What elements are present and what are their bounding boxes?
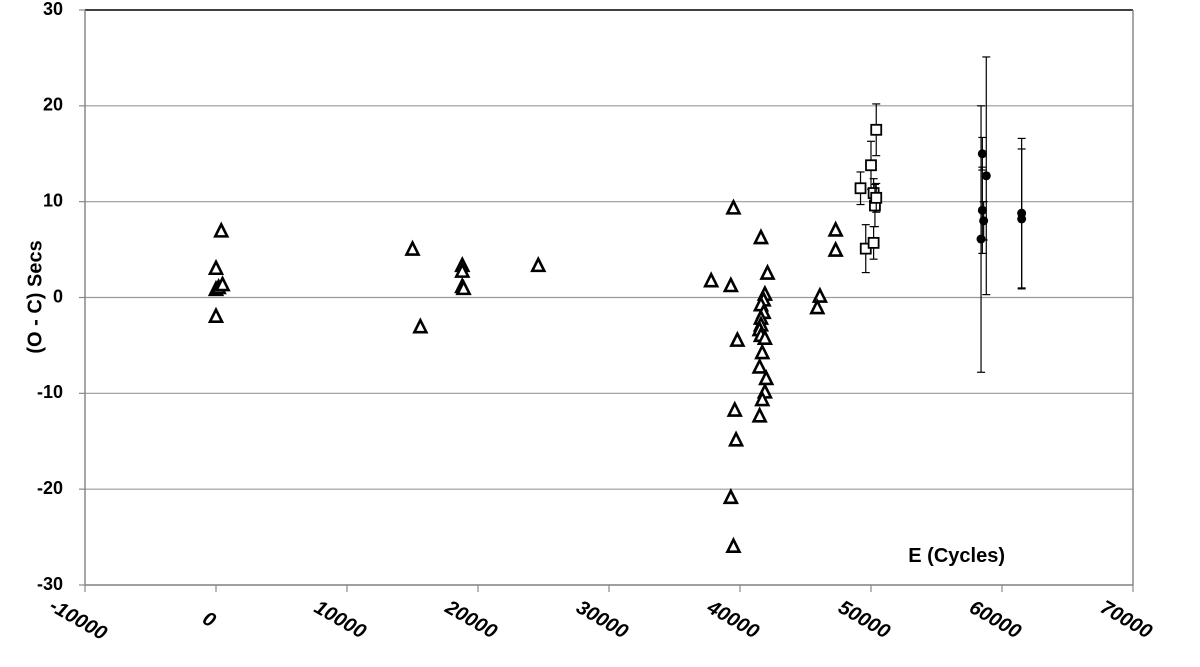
triangle-marker bbox=[758, 369, 775, 386]
triangle-marker bbox=[725, 536, 742, 553]
triangle-marker bbox=[754, 343, 771, 360]
triangle-marker bbox=[213, 221, 230, 238]
triangle-marker bbox=[726, 400, 743, 417]
triangle-marker bbox=[455, 278, 472, 296]
triangle-marker bbox=[725, 198, 742, 215]
series bbox=[207, 198, 844, 553]
triangle-marker bbox=[703, 271, 720, 288]
triangle-marker bbox=[729, 330, 746, 347]
x-axis-label: E (Cycles) bbox=[908, 545, 1005, 567]
y-tick-label: -10 bbox=[37, 382, 63, 402]
y-tick-label: 30 bbox=[43, 0, 63, 19]
square-marker bbox=[870, 123, 883, 136]
triangle-marker bbox=[759, 263, 776, 280]
y-tick-label: 0 bbox=[53, 286, 63, 306]
square-marker bbox=[870, 191, 883, 204]
triangle-marker bbox=[827, 220, 844, 237]
triangle-marker bbox=[454, 261, 471, 278]
triangle-marker bbox=[752, 228, 770, 245]
y-axis-label: (O - C) Secs bbox=[24, 240, 46, 353]
triangle-marker bbox=[207, 306, 225, 323]
square-marker bbox=[867, 236, 880, 249]
triangle-marker bbox=[404, 239, 421, 256]
y-tick-label: 20 bbox=[43, 95, 63, 115]
triangle-marker bbox=[827, 240, 844, 257]
y-tick-label: -30 bbox=[37, 574, 63, 594]
circle-marker bbox=[977, 149, 987, 159]
series bbox=[976, 56, 1027, 373]
circle-marker bbox=[1017, 214, 1027, 224]
triangle-marker bbox=[722, 276, 739, 293]
triangle-marker bbox=[214, 275, 231, 292]
triangle-marker bbox=[722, 487, 739, 505]
triangle-marker bbox=[756, 328, 773, 346]
triangle-marker bbox=[751, 406, 768, 423]
triangle-marker bbox=[809, 298, 826, 315]
square-marker bbox=[865, 159, 877, 172]
triangle-marker bbox=[811, 286, 829, 303]
circle-marker bbox=[981, 171, 991, 181]
circle-marker bbox=[977, 205, 987, 215]
triangle-marker bbox=[207, 258, 225, 276]
square-marker bbox=[854, 182, 867, 195]
series bbox=[854, 103, 883, 274]
triangle-marker bbox=[530, 255, 547, 273]
y-tick-label: -20 bbox=[37, 478, 63, 498]
triangle-marker bbox=[412, 317, 429, 334]
y-tick-label: 10 bbox=[43, 190, 63, 210]
triangle-marker bbox=[727, 430, 745, 447]
triangle-marker bbox=[751, 357, 768, 374]
triangle-marker bbox=[754, 390, 771, 407]
